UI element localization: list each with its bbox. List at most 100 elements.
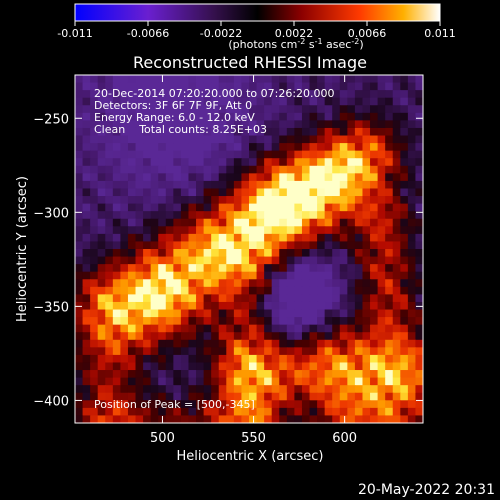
heatmap-cell [188, 150, 197, 159]
heatmap-cell [203, 362, 212, 371]
heatmap-cell [301, 271, 311, 280]
heatmap-cell [158, 112, 167, 121]
heatmap-cell [362, 158, 371, 167]
heatmap-cell [203, 196, 212, 205]
heatmap-cell [339, 294, 348, 303]
heatmap-cell [150, 173, 159, 182]
heatmap-cell [309, 233, 318, 243]
heatmap-cell [105, 286, 114, 295]
heatmap-cell [75, 256, 84, 265]
heatmap-cell [203, 218, 212, 227]
heatmap-cell [135, 317, 144, 326]
heatmap-cell [143, 301, 152, 311]
heatmap-cell [127, 370, 137, 379]
heatmap-cell [256, 377, 265, 386]
heatmap-cell [82, 173, 91, 182]
heatmap-cell [347, 271, 356, 280]
heatmap-cell [82, 105, 91, 114]
heatmap-cell [241, 301, 250, 311]
heatmap-cell [196, 112, 205, 121]
heatmap-cell [271, 377, 280, 386]
heatmap-cell [385, 301, 394, 311]
heatmap-cell [233, 135, 243, 144]
heatmap-cell [354, 112, 364, 121]
heatmap-cell [127, 90, 137, 99]
heatmap-cell [347, 385, 356, 394]
heatmap-cell [105, 82, 114, 91]
heatmap-cell [82, 127, 91, 137]
heatmap-cell [233, 279, 243, 288]
heatmap-cell [127, 127, 137, 137]
heatmap-cell [218, 112, 227, 121]
heatmap-cell [173, 286, 182, 295]
annotation-detectors: Detectors: 3F 6F 7F 9F, Att 0 [94, 99, 252, 112]
heatmap-cell [112, 256, 121, 265]
heatmap-cell [180, 158, 190, 167]
heatmap-cell [105, 415, 114, 423]
heatmap-cell [385, 127, 394, 137]
heatmap-cell [362, 332, 371, 341]
heatmap-cell [362, 249, 371, 258]
heatmap-cell [256, 105, 265, 114]
heatmap-cell [75, 150, 84, 159]
heatmap-cell [196, 407, 205, 417]
heatmap-cell [317, 271, 326, 280]
heatmap-cell [82, 180, 91, 190]
heatmap-cell [294, 211, 303, 220]
heatmap-cell [226, 294, 235, 303]
heatmap-cell [165, 203, 174, 212]
heatmap-cell [392, 211, 401, 220]
heatmap-cell [370, 407, 379, 417]
heatmap-cell [286, 211, 295, 220]
heatmap-cell [165, 82, 174, 91]
heatmap-cell [400, 400, 409, 409]
heatmap-cell [294, 158, 303, 167]
heatmap-cell [165, 317, 174, 326]
heatmap-cell [188, 241, 197, 250]
heatmap-cell [377, 158, 386, 167]
heatmap-cell [324, 233, 333, 243]
heatmap-cell [211, 158, 220, 167]
heatmap-cell [362, 150, 371, 159]
heatmap-cell [309, 354, 318, 364]
heatmap-cell [158, 97, 167, 106]
heatmap-cell [75, 112, 84, 121]
heatmap-cell [264, 377, 273, 386]
heatmap-cell [127, 112, 137, 121]
heatmap-cell [362, 203, 371, 212]
heatmap-cell [256, 339, 265, 348]
heatmap-cell [241, 218, 250, 227]
heatmap-cell [105, 407, 114, 417]
heatmap-cell [332, 264, 341, 273]
heatmap-cell [180, 392, 190, 401]
heatmap-cell [241, 173, 250, 182]
heatmap-cell [324, 347, 333, 356]
heatmap-cell [211, 97, 220, 106]
heatmap-cell [385, 180, 394, 190]
heatmap-cell [249, 120, 258, 129]
heatmap-cell [105, 188, 114, 197]
heatmap-cell [82, 233, 91, 243]
heatmap-cell [211, 339, 220, 348]
heatmap-cell [264, 279, 273, 288]
heatmap-cell [150, 362, 159, 371]
heatmap-cell [203, 415, 212, 423]
heatmap-cell [354, 407, 364, 417]
heatmap-cell [218, 97, 227, 106]
heatmap-cell [218, 90, 227, 99]
heatmap-cell [241, 150, 250, 159]
heatmap-cell [226, 392, 235, 401]
heatmap-cell [143, 211, 152, 220]
heatmap-cell [286, 377, 295, 386]
heatmap-cell [173, 188, 182, 197]
heatmap-cell [354, 173, 364, 182]
heatmap-cell [264, 173, 273, 182]
heatmap-cell [256, 264, 265, 273]
heatmap-cell [75, 75, 84, 84]
heatmap-cell [143, 385, 152, 394]
heatmap-cell [286, 120, 295, 129]
heatmap-cell [97, 332, 106, 341]
heatmap-cell [264, 180, 273, 190]
heatmap-cell [354, 188, 364, 197]
heatmap-cell [203, 165, 212, 174]
